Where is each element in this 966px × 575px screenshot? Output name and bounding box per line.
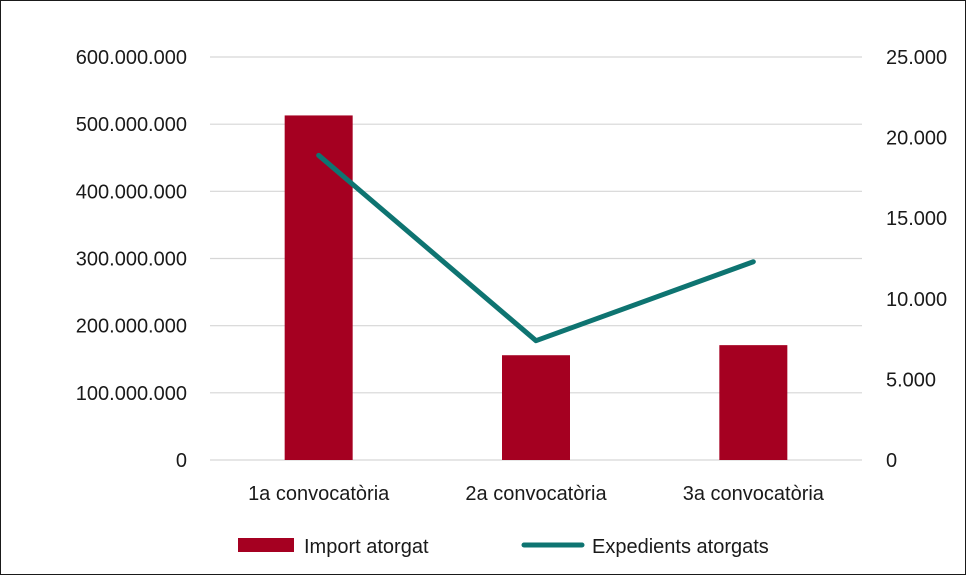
line-series: [316, 152, 756, 344]
category-label: 2a convocatòria: [465, 483, 607, 505]
left-axis-tick-label: 500.000.000: [76, 114, 187, 136]
right-axis-tick-label: 25.000: [886, 47, 947, 69]
left-axis-tick-label: 0: [176, 450, 187, 472]
bar: [502, 355, 570, 460]
left-axis-ticks: 0 100.000.000 200.000.000 300.000.000 400.00…: [76, 47, 187, 472]
legend-line-label: Expedients atorgats: [592, 536, 769, 558]
right-axis-tick-label: 10.000: [886, 289, 947, 311]
right-axis-ticks: 0 5.000 10.000 15.000 20.000 25.000: [886, 47, 947, 472]
line-path: [316, 152, 756, 344]
right-axis-tick-label: 15.000: [886, 208, 947, 230]
bar: [719, 345, 788, 460]
legend-bar-swatch: [238, 538, 294, 552]
right-axis-tick-label: 20.000: [886, 128, 947, 150]
category-labels: 1a convocatòria 2a convocatòria 3a convoca…: [248, 483, 825, 505]
left-axis-tick-label: 600.000.000: [76, 47, 187, 69]
bar: [284, 115, 353, 460]
left-axis-tick-label: 400.000.000: [76, 181, 187, 203]
legend-bar-label: Import atorgat: [304, 536, 429, 558]
right-axis-tick-label: 0: [886, 450, 897, 472]
left-axis-tick-label: 300.000.000: [76, 249, 187, 271]
category-label: 3a convocatòria: [683, 483, 825, 505]
left-axis-tick-label: 100.000.000: [76, 383, 187, 405]
right-axis-tick-label: 5.000: [886, 369, 936, 391]
left-axis-tick-label: 200.000.000: [76, 316, 187, 338]
legend: Import atorgat Expedients atorgats: [238, 536, 769, 558]
category-label: 1a convocatòria: [248, 483, 390, 505]
bar-series: [284, 115, 788, 460]
